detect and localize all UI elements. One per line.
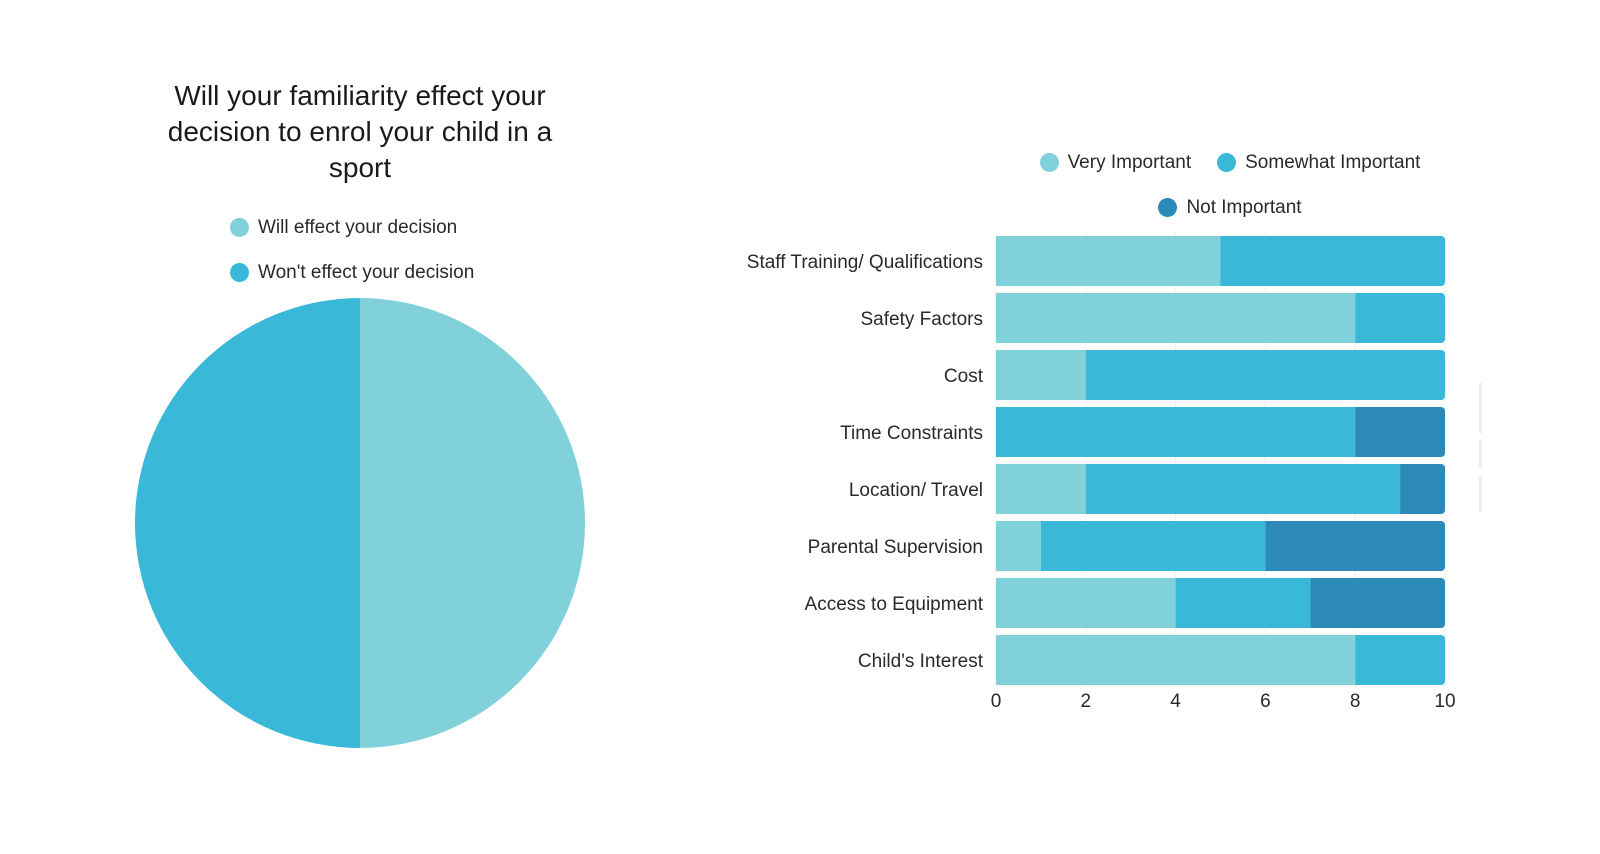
bar-segment-not-important [1355,407,1445,457]
category-label: Staff Training/ Qualifications [747,252,983,273]
category-label: Child's Interest [858,651,984,672]
decorative-divider [1479,440,1482,468]
x-tick-label: 6 [1260,691,1271,712]
category-label: Location/ Travel [849,480,983,501]
category-label: Parental Supervision [808,537,983,558]
x-tick-label: 8 [1350,691,1361,712]
bar-segment-somewhat-important [1085,464,1401,514]
bar-segment-somewhat-important [1175,578,1311,628]
bar-row [996,635,1445,685]
bar-segment-somewhat-important [1355,635,1445,685]
pie-title-line: sport [328,152,392,183]
legend-swatch-will-effect [230,218,249,237]
category-label: Cost [944,366,984,387]
legend-swatch-very-important [1039,153,1059,172]
pie-title-line: decision to enrol your child in a [167,116,553,147]
bar-segment-not-important [1310,578,1445,628]
bar-row [996,293,1445,343]
bar-segment-somewhat-important [1355,293,1445,343]
bar-legend-item: Somewhat Important [1217,152,1420,174]
legend-swatch-somewhat-important [1217,153,1237,172]
bar-segment-not-important [1265,521,1445,571]
bar-segment-very-important [996,521,1041,571]
pie-slice-1 [135,298,360,748]
bar-segment-very-important [996,236,1221,286]
bar-segment-very-important [996,578,1176,628]
bar-row [996,464,1445,514]
bar-segment-very-important [996,464,1086,514]
bar-segment-somewhat-important [1220,236,1445,286]
bar-row [996,578,1445,628]
x-tick-label: 2 [1081,691,1092,712]
bar-row [996,350,1445,400]
legend-label: Somewhat Important [1245,151,1421,173]
legend-label: Not Important [1186,196,1302,218]
category-label: Time Constraints [840,423,983,444]
legend-swatch-not-important [1158,198,1178,217]
pie-title-line: Will your familiarity effect your [174,80,546,111]
bar-segment-very-important [996,350,1086,400]
pie-legend: Will effect your decision Won't effect y… [230,205,474,295]
bar-segment-somewhat-important [1040,521,1266,571]
x-tick-label: 4 [1170,691,1181,712]
decorative-divider [1479,383,1482,433]
stacked-bar-chart: Staff Training/ Qualifications Safety Fac… [747,232,1456,712]
bar-row [996,407,1445,457]
pie-legend-item: Will effect your decision [230,205,474,250]
bar-segment-very-important [996,293,1356,343]
bar-segment-somewhat-important [996,407,1356,457]
bar-legend-item: Very Important [1039,151,1192,174]
pie-chart [135,298,585,748]
pie-legend-item: Won't effect your decision [230,250,474,295]
bar-row [996,236,1445,286]
bar-segment-very-important [996,635,1356,685]
pie-chart-title: Will your familiarity effect your decisi… [130,78,590,186]
legend-label: Will effect your decision [258,216,458,238]
bar-legend: Very Important Somewhat Important Not Im… [1010,140,1450,230]
pie-slice-0 [360,298,585,748]
x-tick-label: 10 [1434,691,1455,712]
legend-label: Won't effect your decision [258,261,475,283]
bar-segment-somewhat-important [1085,350,1445,400]
bar-row [996,521,1445,571]
bar-legend-item: Not Important [1158,196,1302,219]
category-label: Safety Factors [861,309,984,330]
legend-swatch-wont-effect [230,263,249,282]
bar-segment-not-important [1400,464,1445,514]
x-tick-label: 0 [991,691,1002,712]
decorative-divider [1479,476,1482,512]
legend-label: Very Important [1067,151,1192,173]
category-label: Access to Equipment [805,594,984,615]
